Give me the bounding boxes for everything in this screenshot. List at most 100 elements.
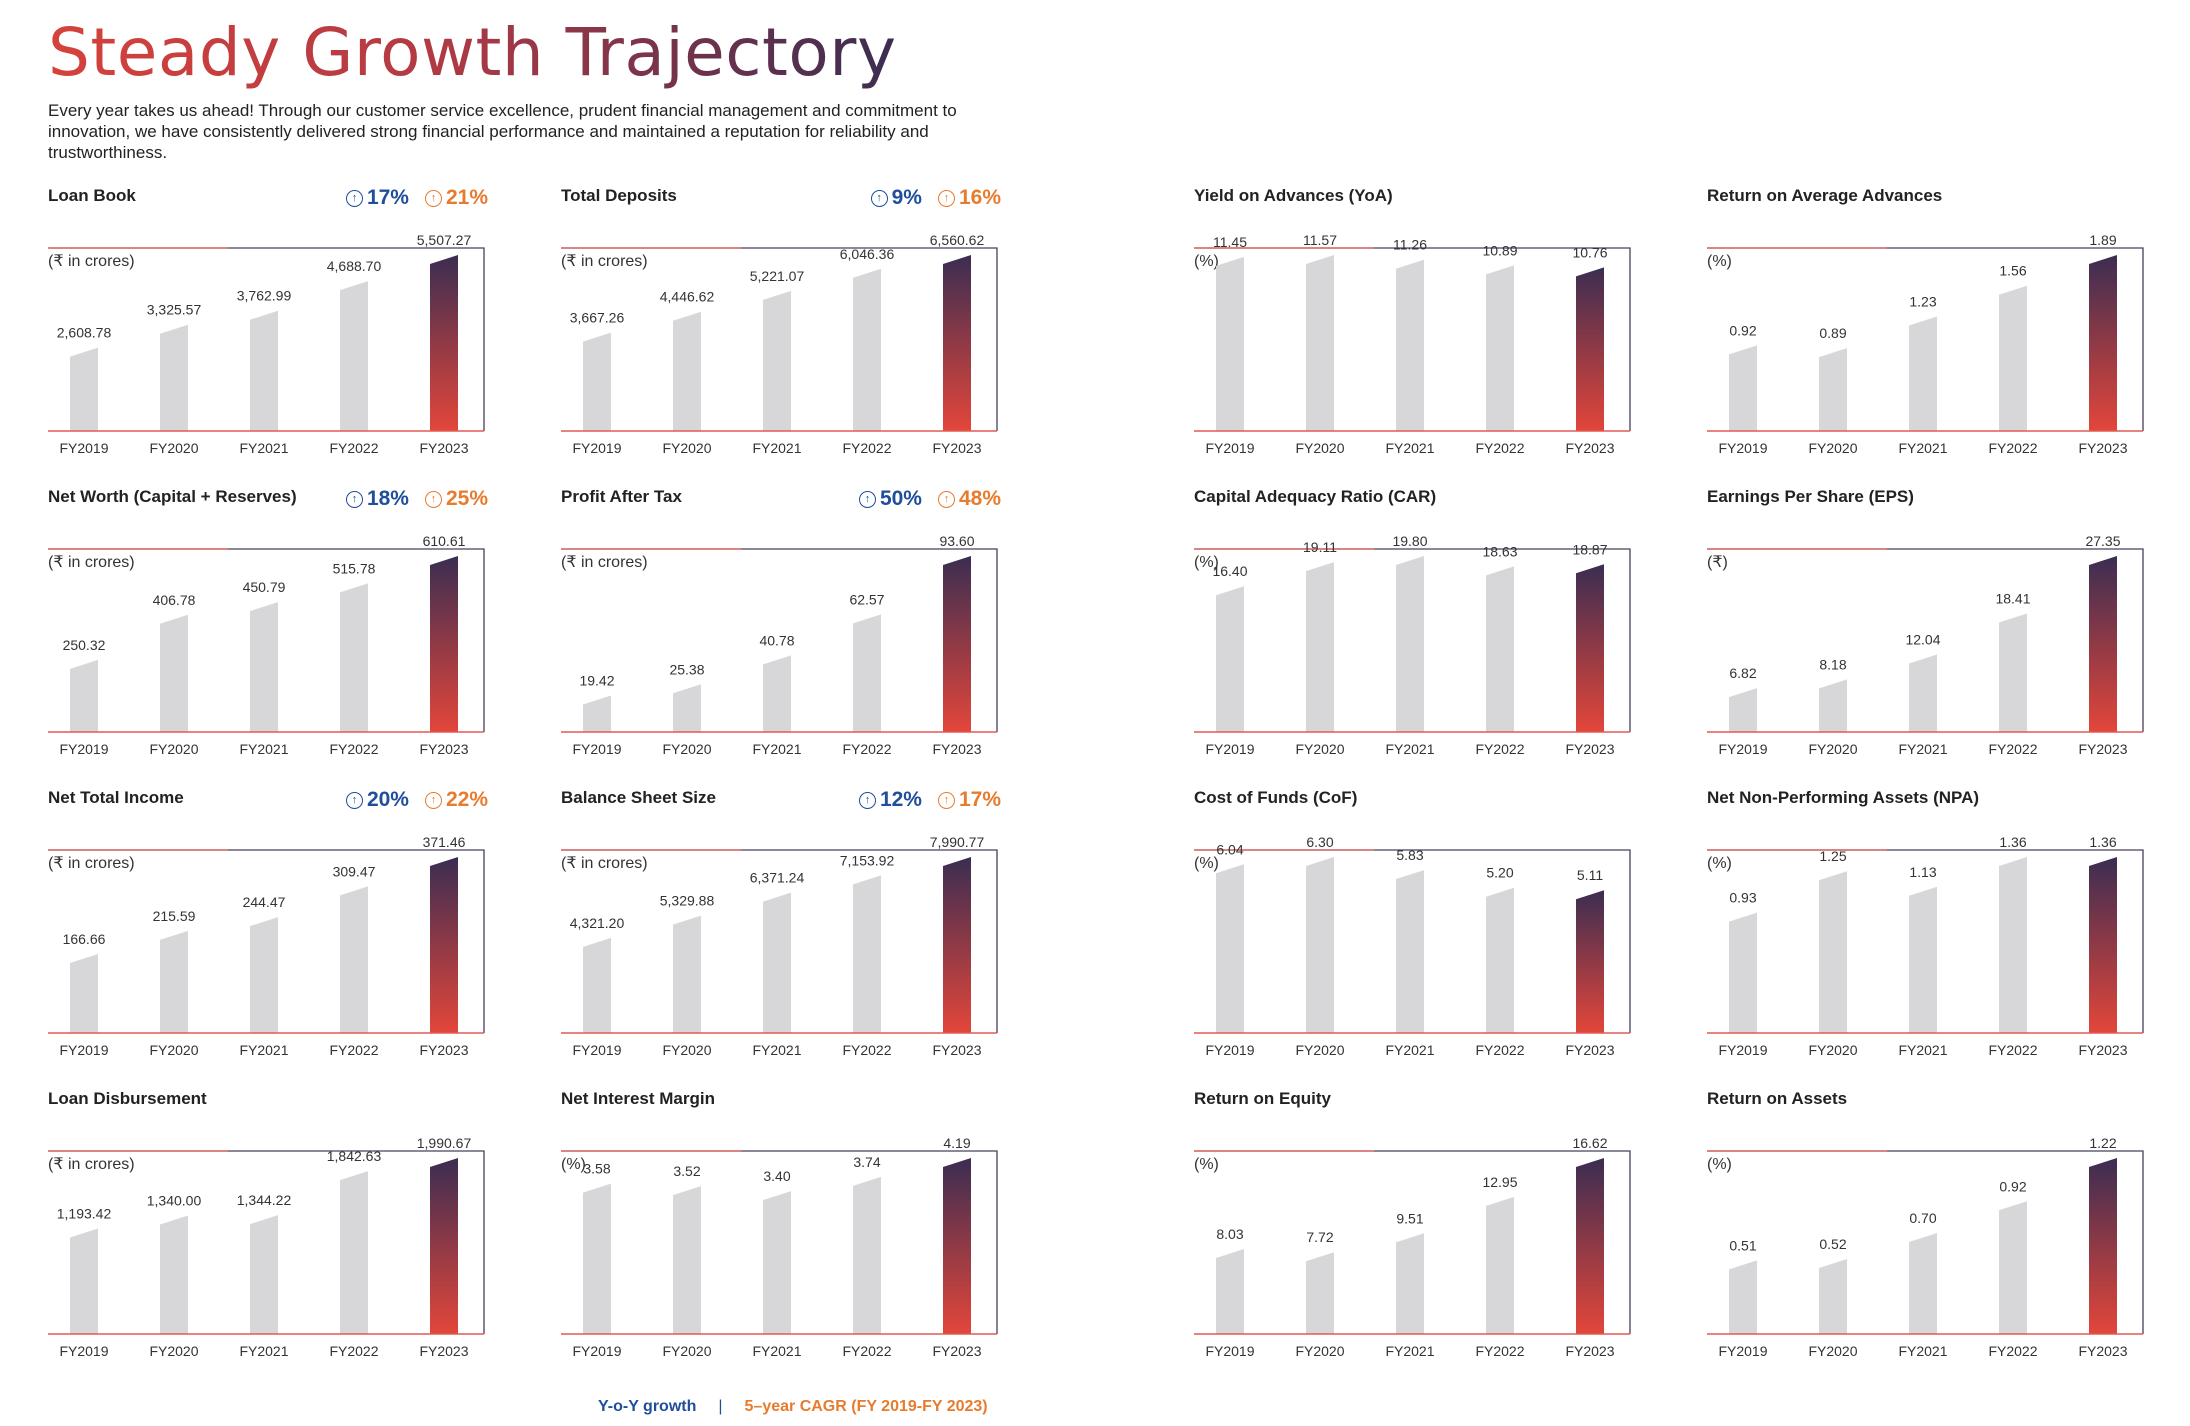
growth-indicators: ↑ 9% ↑ 16%	[870, 186, 1001, 210]
x-tick-label: FY2019	[1718, 440, 1767, 456]
bar-fy2019	[1216, 864, 1244, 1033]
cagr-growth-value: 22%	[445, 788, 488, 811]
x-tick-label: FY2020	[1808, 1343, 1857, 1359]
bar-fy2022	[340, 583, 368, 732]
x-tick-label: FY2021	[239, 1042, 288, 1058]
yoy-growth-value: 12%	[879, 788, 922, 811]
bar-fy2021	[1396, 259, 1424, 431]
bar-fy2023	[943, 857, 971, 1033]
data-label: 18.63	[1482, 543, 1517, 559]
chart-panel-net-interest-margin: Net Interest Margin (%) 3.58 FY2019 3.52 FY20…	[561, 1089, 1001, 1374]
x-tick-label: FY2020	[1295, 440, 1344, 456]
x-tick-label: FY2022	[1988, 1042, 2037, 1058]
data-label: 5.20	[1486, 865, 1513, 881]
chart-svg: (₹) 6.82 FY2019 8.18 FY2020 12.04 FY2021 18.41 F…	[1707, 533, 2144, 757]
bar-fy2021	[1396, 556, 1424, 732]
x-tick-label: FY2019	[572, 440, 621, 456]
x-tick-label: FY2019	[1718, 1343, 1767, 1359]
bar-fy2020	[673, 311, 701, 431]
bar-fy2021	[1396, 870, 1424, 1033]
x-tick-label: FY2023	[932, 741, 981, 757]
x-tick-label: FY2021	[1898, 741, 1947, 757]
x-tick-label: FY2019	[59, 741, 108, 757]
bar-fy2020	[1819, 679, 1847, 732]
bar-fy2023	[430, 857, 458, 1033]
data-label: 1,340.00	[147, 1193, 202, 1209]
bar-fy2019	[1729, 1260, 1757, 1334]
arrow-up-circle-icon: ↑	[858, 490, 876, 508]
bar-fy2019	[1216, 1248, 1244, 1334]
data-label: 9.51	[1396, 1210, 1423, 1226]
x-tick-label: FY2022	[842, 440, 891, 456]
data-label: 1,193.42	[57, 1205, 112, 1221]
chart-unit: (₹)	[1707, 554, 1728, 571]
bar-fy2019	[1729, 912, 1757, 1033]
bar-fy2022	[1486, 1196, 1514, 1334]
chart-unit: (₹ in crores)	[561, 855, 648, 872]
data-label: 0.92	[1729, 322, 1756, 338]
x-tick-label: FY2023	[419, 741, 468, 757]
data-label: 4,446.62	[660, 289, 715, 305]
bar-fy2021	[763, 892, 791, 1033]
x-tick-label: FY2021	[1898, 440, 1947, 456]
chart-svg: (%) 8.03 FY2019 7.72 FY2020 9.51 FY2021 12.95 FY…	[1194, 1135, 1631, 1359]
bar-fy2020	[1306, 255, 1334, 431]
chart-title: Net Total Income	[48, 788, 184, 807]
bar-fy2019	[1216, 256, 1244, 431]
x-tick-label: FY2021	[1898, 1343, 1947, 1359]
x-tick-label: FY2021	[1385, 741, 1434, 757]
bar-fy2022	[853, 268, 881, 431]
bar-fy2019	[70, 954, 98, 1033]
cagr-growth-value: 48%	[958, 487, 1001, 510]
data-label: 12.04	[1905, 632, 1940, 648]
x-tick-label: FY2019	[1205, 440, 1254, 456]
bar-fy2022	[340, 1171, 368, 1334]
data-label: 10.76	[1572, 244, 1607, 260]
bar-fy2020	[160, 930, 188, 1033]
x-tick-label: FY2023	[2078, 1042, 2127, 1058]
bar-fy2021	[250, 602, 278, 732]
data-label: 11.26	[1393, 237, 1427, 253]
arrow-up-circle-icon: ↑	[858, 791, 876, 809]
data-label: 3,762.99	[237, 288, 292, 304]
chart-title: Net Non-Performing Assets (NPA)	[1707, 788, 1980, 807]
cagr-growth-value: 25%	[445, 487, 488, 510]
chart-panel-earnings-per-share: Earnings Per Share (EPS) (₹) 6.82 FY2019 8.1…	[1707, 487, 2147, 772]
chart-panel-return-on-equity: Return on Equity (%) 8.03 FY2019 7.72 FY2020 9…	[1194, 1089, 1634, 1374]
chart-unit: (₹ in crores)	[561, 253, 648, 270]
x-tick-label: FY2021	[1385, 1343, 1434, 1359]
x-tick-label: FY2020	[1808, 1042, 1857, 1058]
data-label: 3,667.26	[570, 310, 625, 326]
data-label: 1.36	[1999, 834, 2026, 850]
yoy-growth-value: 9%	[891, 186, 922, 209]
bar-fy2022	[1999, 1201, 2027, 1334]
data-label: 0.93	[1729, 890, 1756, 906]
x-tick-label: FY2021	[239, 741, 288, 757]
chart-title: Balance Sheet Size	[561, 788, 716, 807]
data-label: 7,990.77	[930, 834, 985, 850]
bar-fy2023	[2089, 1158, 2117, 1334]
bar-fy2022	[1999, 285, 2027, 431]
chart-svg: (%) 0.92 FY2019 0.89 FY2020 1.23 FY2021 1.56 FY2…	[1707, 232, 2144, 456]
arrow-up-circle-icon: ↑	[937, 189, 955, 207]
chart-unit: (%)	[1194, 855, 1219, 872]
bar-fy2021	[250, 310, 278, 431]
arrow-up-circle-icon: ↑	[424, 189, 442, 207]
x-tick-label: FY2019	[1718, 741, 1767, 757]
x-tick-label: FY2020	[1295, 1042, 1344, 1058]
data-label: 19.11	[1303, 539, 1337, 555]
chart-title: Net Worth (Capital + Reserves)	[48, 487, 297, 506]
data-label: 62.57	[849, 591, 884, 607]
x-tick-label: FY2021	[239, 1343, 288, 1359]
x-tick-label: FY2023	[419, 440, 468, 456]
chart-panel-loan-book: Loan Book ↑ 17% ↑ 21% (₹ in crores) 2,608.78 FY…	[48, 186, 488, 471]
legend-cagr: 5–year CAGR (FY 2019-FY 2023)	[744, 1398, 988, 1415]
chart-title: Total Deposits	[561, 186, 677, 205]
bar-fy2021	[763, 290, 791, 431]
chart-panel-balance-sheet-size: Balance Sheet Size ↑ 12% ↑ 17% (₹ in crores) 4…	[561, 788, 1001, 1073]
yoy-growth-value: 20%	[366, 788, 409, 811]
chart-panel-return-on-assets: Return on Assets (%) 0.51 FY2019 0.52 FY2020 0…	[1707, 1089, 2147, 1374]
chart-panel-net-worth: Net Worth (Capital + Reserves) ↑ 18% ↑ 25% (₹…	[48, 487, 488, 772]
bar-fy2023	[1576, 1158, 1604, 1334]
data-label: 6,560.62	[930, 232, 985, 248]
